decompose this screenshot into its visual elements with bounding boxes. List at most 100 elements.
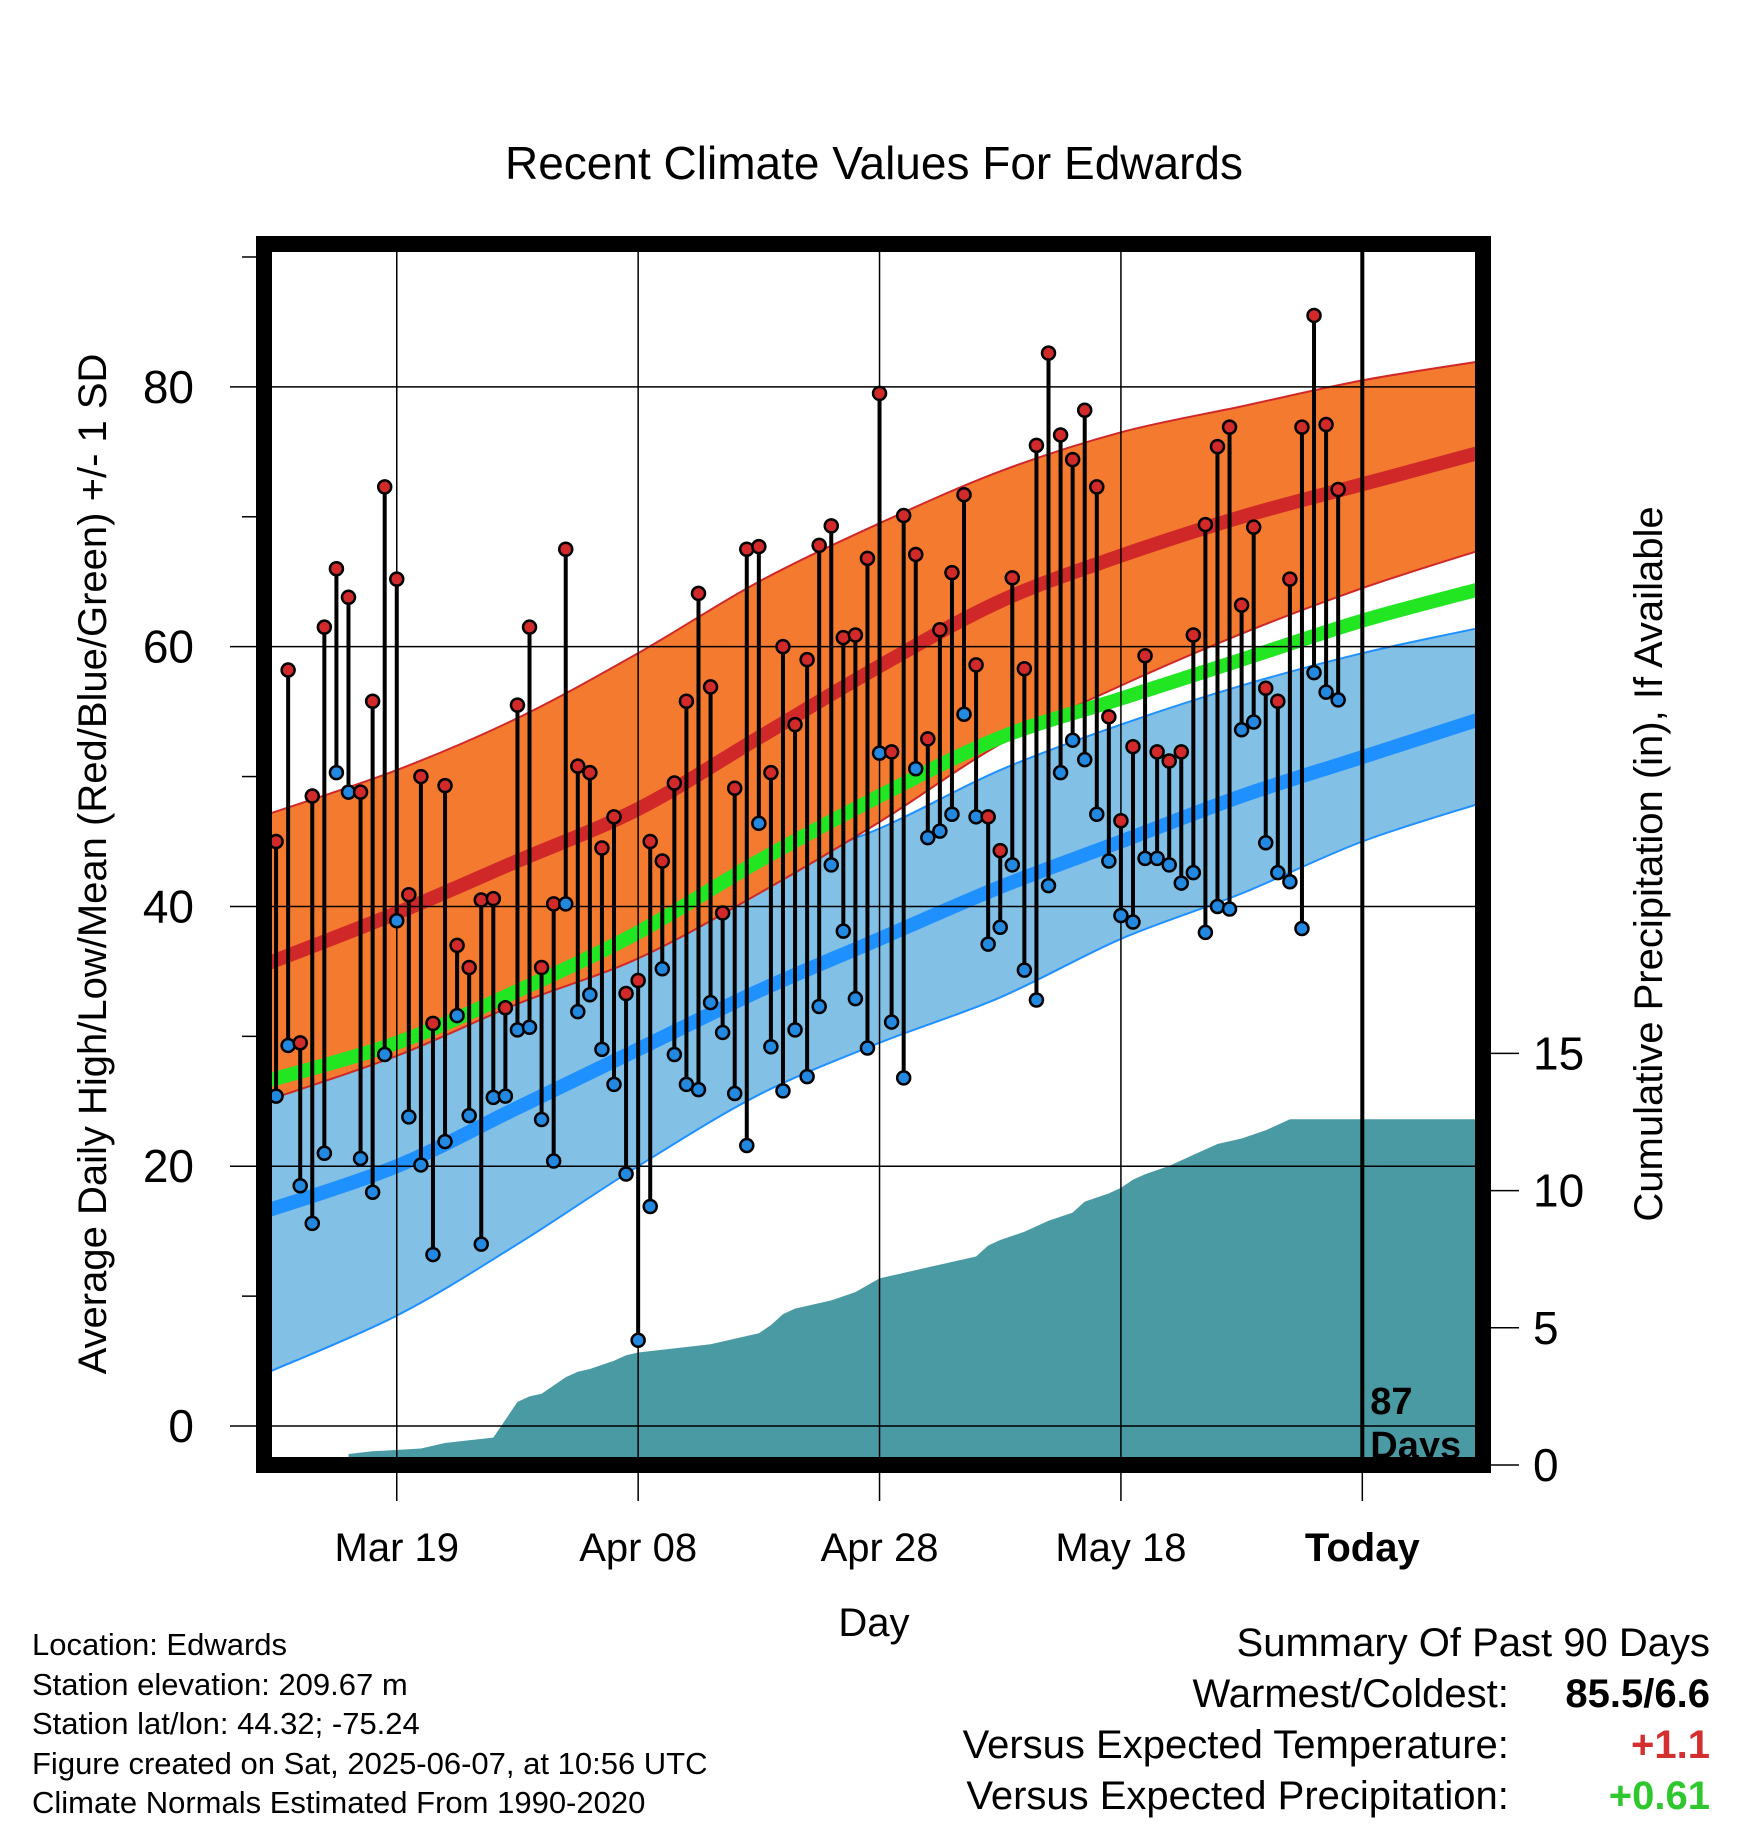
temp-label: Versus Expected Temperature: <box>962 1723 1509 1767</box>
daily-low-point <box>570 1003 586 1020</box>
today-annotation-line: 87 <box>1370 1381 1412 1423</box>
summary-title: Summary Of Past 90 Days <box>1236 1621 1710 1665</box>
daily-low-point <box>956 706 972 722</box>
daily-low-point <box>726 1085 743 1102</box>
daily-low-point <box>618 1166 634 1182</box>
daily-high-point <box>714 905 731 921</box>
daily-high-point <box>811 537 827 554</box>
daily-high-point <box>1113 812 1129 829</box>
daily-high-point <box>292 1035 308 1051</box>
daily-low-point <box>823 857 840 873</box>
daily-high-point <box>920 731 936 747</box>
daily-high-point <box>763 764 779 781</box>
normals-text: Climate Normals Estimated From 1990-2020 <box>32 1785 646 1820</box>
daily-low-point <box>642 1198 658 1215</box>
daily-high-point <box>1137 648 1153 664</box>
daily-high-point <box>1209 438 1226 455</box>
daily-low-point <box>847 990 864 1007</box>
daily-low-point <box>751 815 767 832</box>
daily-low-point <box>763 1038 779 1055</box>
daily-high-point <box>968 657 984 673</box>
daily-high-point <box>316 619 333 635</box>
cumulative-precip-area <box>348 1119 1483 1465</box>
daily-low-point <box>1016 962 1033 978</box>
daily-high-point <box>1306 307 1322 324</box>
high-sd-band <box>264 360 1483 1102</box>
daily-high-point <box>413 768 429 785</box>
x-tick-label: May 18 <box>1055 1526 1186 1570</box>
daily-high-point <box>1197 516 1214 533</box>
daily-low-point <box>1040 877 1057 894</box>
daily-high-point <box>1125 738 1141 755</box>
daily-high-point <box>799 651 815 668</box>
warmest-row: Warmest/Coldest: 85.5/6.6 <box>963 1669 1711 1720</box>
daily-low-point <box>1113 907 1129 924</box>
daily-low-point <box>944 806 960 822</box>
daily-low-point <box>1294 920 1310 937</box>
daily-low-point <box>714 1024 731 1041</box>
daily-low-point <box>1233 722 1250 738</box>
daily-high-point <box>1089 479 1105 495</box>
daily-low-point <box>364 1184 381 1200</box>
daily-high-point <box>907 546 924 563</box>
daily-low-point <box>582 987 598 1003</box>
daily-low-point <box>895 1070 912 1086</box>
daily-high-point <box>1258 680 1274 696</box>
daily-low-point <box>1318 684 1334 700</box>
daily-low-point <box>1052 764 1069 781</box>
daily-high-point <box>980 809 996 825</box>
daily-high-point <box>1294 419 1310 435</box>
daily-low-point <box>1282 874 1298 890</box>
x-axis-label: Day <box>838 1601 909 1645</box>
precip-label: Versus Expected Precipitation: <box>966 1774 1509 1818</box>
y-tick-label: 80 <box>143 361 194 413</box>
daily-high-point <box>895 507 912 524</box>
y-axis-label-left: Average Daily High/Low/Mean (Red/Blue/Gr… <box>71 354 115 1375</box>
daily-high-point <box>280 662 296 678</box>
x-tick-label: Mar 19 <box>335 1526 460 1570</box>
daily-low-point <box>835 923 852 939</box>
daily-low-point <box>799 1068 815 1085</box>
elevation-text: Station elevation: 209.67 m <box>32 1666 408 1702</box>
daily-high-point <box>1149 744 1165 760</box>
daily-high-point <box>847 627 864 643</box>
daily-high-point <box>835 629 852 646</box>
daily-high-point <box>1282 571 1298 587</box>
daily-high-point <box>1016 661 1033 677</box>
location-text: Location: Edwards <box>32 1627 288 1662</box>
daily-high-point <box>533 959 550 976</box>
daily-high-point <box>425 1015 441 1032</box>
daily-low-point <box>1173 875 1190 891</box>
precipitation-area <box>348 1119 1483 1465</box>
daily-low-point <box>509 1022 526 1038</box>
daily-low-point <box>883 1014 900 1030</box>
daily-low-point <box>1258 835 1274 851</box>
daily-high-point <box>702 679 719 695</box>
summary-panel: Summary Of Past 90 Days Warmest/Coldest:… <box>963 1618 1710 1822</box>
temp-value: +1.1 <box>1631 1723 1710 1767</box>
daily-low-point <box>1209 898 1226 915</box>
warmest-label: Warmest/Coldest: <box>1192 1672 1509 1716</box>
daily-low-point <box>980 936 996 952</box>
daily-low-point <box>702 994 719 1011</box>
daily-low-point <box>316 1145 333 1162</box>
daily-low-point <box>1197 924 1214 941</box>
daily-high-point <box>570 758 586 774</box>
daily-high-point <box>956 486 972 503</box>
x-tick-label: Apr 28 <box>821 1526 939 1570</box>
daily-high-point <box>1040 345 1057 361</box>
daily-high-point <box>1270 693 1286 709</box>
y-tick-label: 20 <box>143 1140 194 1192</box>
daily-high-point <box>352 784 369 800</box>
daily-low-point <box>304 1215 321 1232</box>
daily-low-point <box>992 919 1008 935</box>
daily-high-point <box>1185 627 1202 643</box>
daily-low-point <box>545 1153 562 1169</box>
daily-low-point <box>859 1040 876 1056</box>
daily-low-point <box>473 1236 489 1252</box>
daily-high-point <box>883 744 900 760</box>
daily-low-point <box>594 1041 610 1058</box>
chart-title: Recent Climate Values For Edwards <box>505 137 1243 189</box>
daily-low-point <box>690 1081 707 1098</box>
